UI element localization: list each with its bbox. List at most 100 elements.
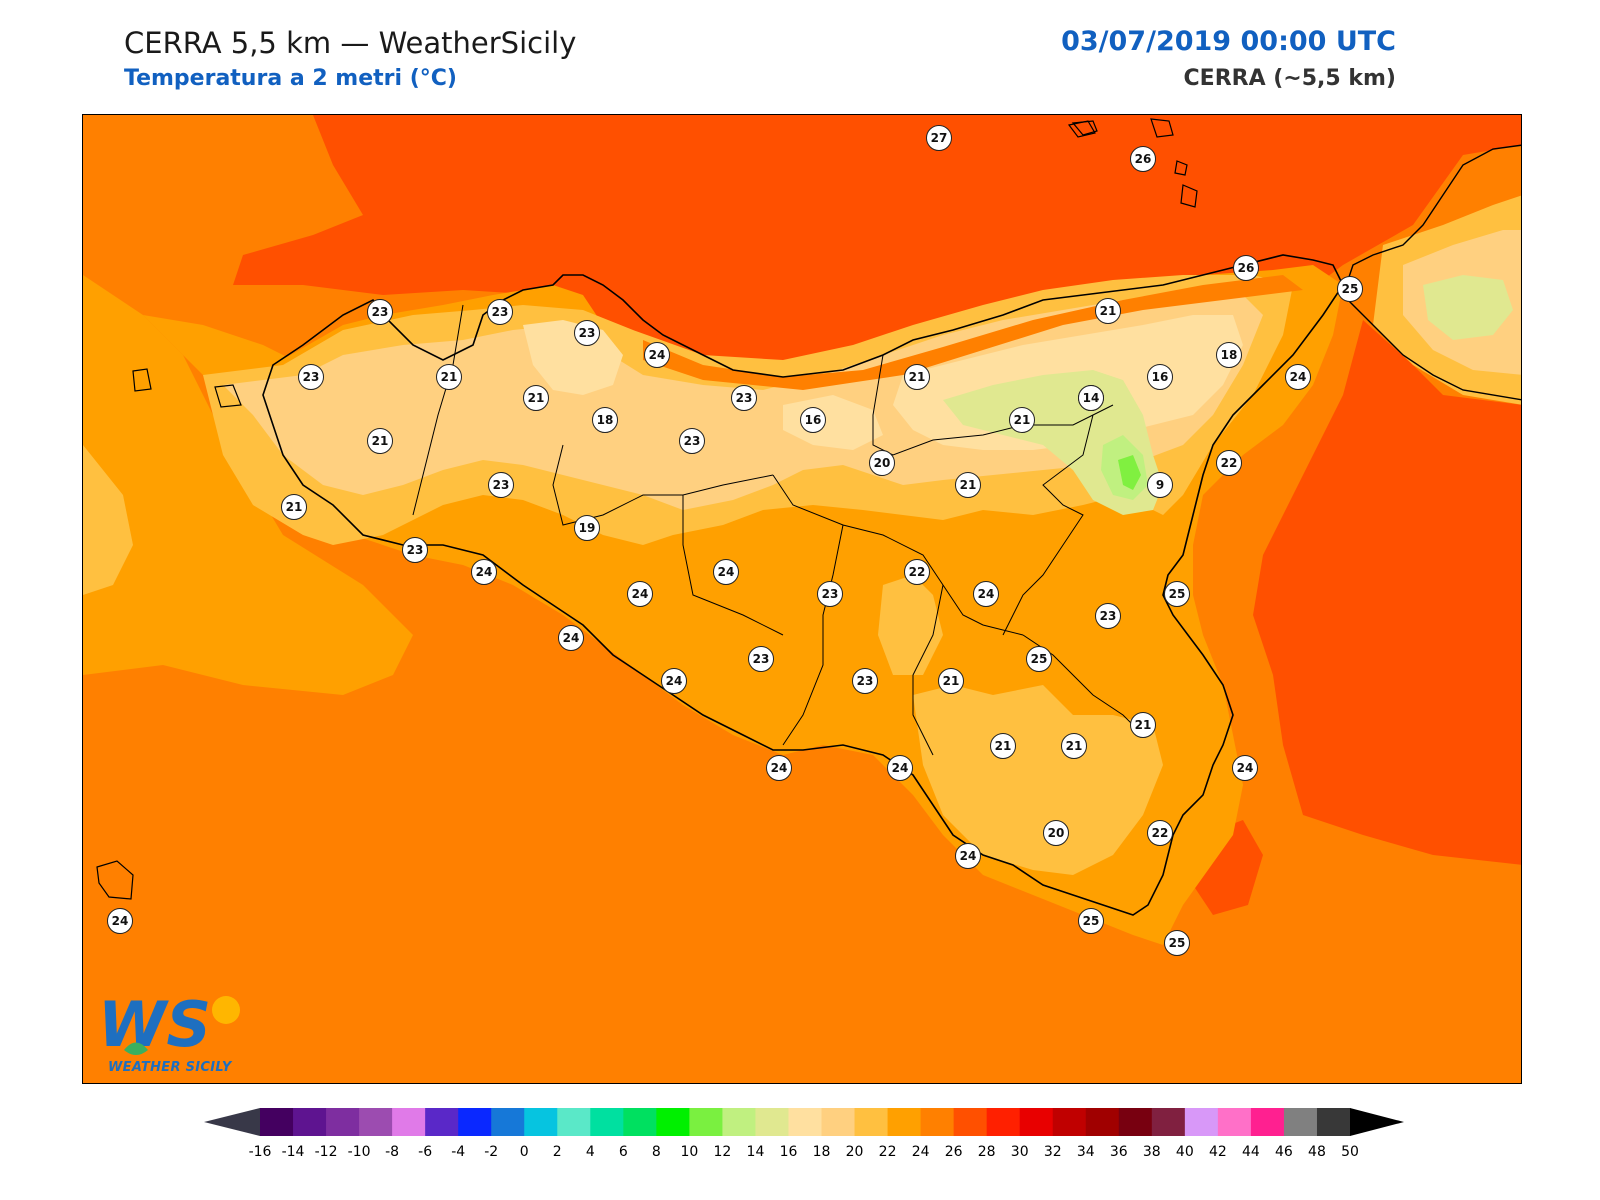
colorbar-tick-label: 10 [680,1144,698,1160]
colorbar-swatch [326,1108,360,1136]
colorbar-swatch [1217,1108,1252,1136]
station-temperature-marker: 21 [990,733,1016,759]
station-temperature-marker: 23 [852,668,878,694]
station-temperature-marker: 22 [1216,450,1242,476]
island-pantelleria [96,860,134,900]
colorbar-tick-label: 50 [1341,1144,1359,1160]
colorbar-tick-label: 4 [586,1144,595,1160]
colorbar-swatch [1019,1108,1054,1136]
station-temperature-marker: 24 [713,559,739,585]
colorbar-tick-label: 32 [1044,1144,1062,1160]
station-temperature-marker: 21 [904,364,930,390]
colorbar-swatch [689,1108,723,1136]
colorbar-tick-label: -4 [451,1144,465,1160]
station-temperature-marker: 22 [904,559,930,585]
colorbar-tick-label: 24 [912,1144,930,1160]
station-temperature-marker: 23 [748,646,774,672]
colorbar-tick-label: 28 [978,1144,996,1160]
colorbar-scale: -16 -14 -12 -10 -8 -6 -4 -2 0 2 4 6 8 10 12 14 16 18 20 22 2… [204,1108,1404,1160]
colorbar-swatch [260,1108,294,1136]
map-title: CERRA 5,5 km — WeatherSicily [124,26,577,60]
colorbar-swatch [293,1108,327,1136]
colorbar: -16 -14 -12 -10 -8 -6 -4 -2 0 2 4 6 8 10 12 14 16 18 20 22 2… [204,1108,1404,1168]
station-temperature-marker: 21 [367,428,393,454]
colorbar-tick-label: 46 [1275,1144,1293,1160]
temperature-map [82,114,1522,1084]
sun-icon [212,996,240,1024]
station-temperature-marker: 21 [955,472,981,498]
colorbar-swatch [524,1108,558,1136]
colorbar-tick-label: -8 [385,1144,399,1160]
station-temperature-marker: 26 [1130,146,1156,172]
colorbar-tick-label: 44 [1242,1144,1260,1160]
temperature-field [83,115,1521,1083]
calabria-14 [1423,275,1513,340]
colorbar-tick-label: 14 [747,1144,765,1160]
colorbar-swatch [491,1108,525,1136]
station-temperature-marker: 26 [1233,255,1259,281]
station-temperature-marker: 21 [1130,712,1156,738]
station-temperature-marker: 23 [487,299,513,325]
sicily-land-10 [1118,455,1141,490]
station-temperature-marker: 24 [558,625,584,651]
station-temperature-marker: 14 [1078,385,1104,411]
ws-mark: WS [98,988,211,1061]
sicily-land-22-south [913,685,1163,875]
island-egadi [132,368,242,408]
calabria-coast [1342,144,1521,401]
station-temperature-marker: 23 [298,364,324,390]
station-temperature-marker: 23 [817,581,843,607]
station-temperature-marker: 20 [869,450,895,476]
station-temperature-marker: 20 [1043,820,1069,846]
ws-logo-icon: WS [98,988,240,1061]
station-temperature-marker: 19 [574,515,600,541]
colorbar-swatch [557,1108,591,1136]
colorbar-tick-label: 40 [1176,1144,1194,1160]
north-coast-26 [643,275,1303,390]
station-temperature-marker: 23 [367,299,393,325]
station-temperature-marker: 24 [471,559,497,585]
island-lipari [1150,118,1198,208]
model-label: CERRA (~5,5 km) [1183,66,1396,91]
colorbar-tick-label: 8 [652,1144,661,1160]
colorbar-swatch [854,1108,889,1136]
colorbar-swatch [392,1108,426,1136]
colorbar-tick-label: 2 [553,1144,562,1160]
colorbar-tick-label: 36 [1110,1144,1128,1160]
map-subtitle: Temperatura a 2 metri (°C) [124,66,457,91]
station-temperature-marker: 24 [1232,755,1258,781]
station-temperature-marker: 21 [281,494,307,520]
station-temperature-marker: 23 [574,320,600,346]
station-temperature-marker: 23 [402,537,428,563]
station-temperature-marker: 24 [661,668,687,694]
colorbar-tick-label: 22 [879,1144,897,1160]
station-temperature-marker: 23 [731,385,757,411]
station-temperature-marker: 25 [1026,646,1052,672]
colorbar-swatch [425,1108,459,1136]
station-temperature-marker: 24 [887,755,913,781]
colorbar-swatch [887,1108,922,1136]
colorbar-tick-label: 48 [1308,1144,1326,1160]
sea-west-22 [83,445,133,595]
colorbar-swatch [953,1108,988,1136]
colorbar-over-arrow [1350,1108,1404,1136]
colorbar-swatch [722,1108,756,1136]
colorbar-tick-label: -10 [348,1144,371,1160]
colorbar-tick-label: 12 [714,1144,732,1160]
colorbar-swatch [986,1108,1021,1136]
station-temperature-marker: 24 [107,908,133,934]
station-temperature-marker: 18 [1216,342,1242,368]
sea-hot-north [233,115,1521,385]
colorbar-tick-label: -16 [249,1144,272,1160]
station-temperature-marker: 25 [1164,581,1190,607]
station-temperature-marker: 22 [1147,820,1173,846]
colorbar-tick-label: 26 [945,1144,963,1160]
station-temperature-marker: 21 [1095,298,1121,324]
colorbar-swatch [359,1108,393,1136]
colorbar-swatch [1250,1108,1285,1136]
station-temperature-marker: 23 [679,428,705,454]
sicily-land-22-centre [878,575,943,675]
station-temperature-marker: 21 [1009,407,1035,433]
colorbar-swatch [1151,1108,1186,1136]
colorbar-tick-label: 20 [846,1144,864,1160]
